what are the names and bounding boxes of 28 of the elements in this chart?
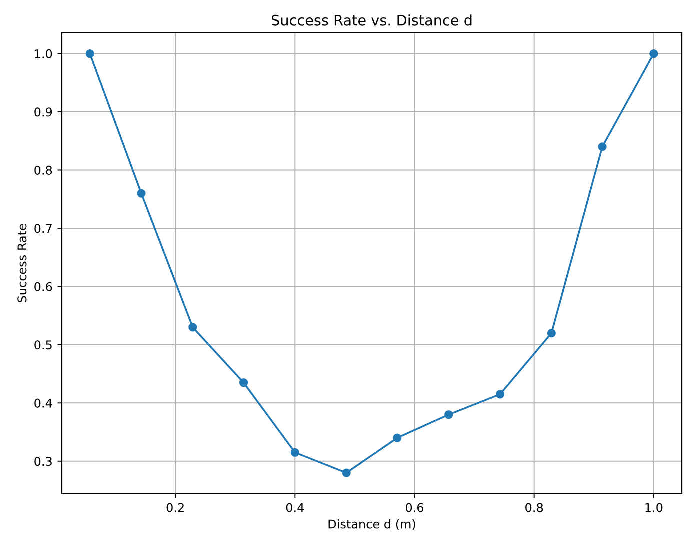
point xyxy=(188,323,198,332)
point xyxy=(496,390,505,399)
x-axis-title: Distance d (m) xyxy=(328,519,416,530)
y-tick-label: 0.5 xyxy=(34,340,52,350)
y-axis-title: Success Rate xyxy=(18,224,27,302)
y-tick-label: 0.9 xyxy=(34,108,52,117)
chart-title: Success Rate vs. Distance d xyxy=(272,14,472,26)
x-tick-label: 0.6 xyxy=(406,503,424,512)
point xyxy=(598,142,607,152)
y-tick-label: 0.3 xyxy=(34,457,52,466)
point xyxy=(137,189,146,198)
x-tick-label: 0.8 xyxy=(526,503,544,512)
point xyxy=(290,448,300,457)
x-tick-label: 1.0 xyxy=(646,503,663,512)
y-tick-label: 0.7 xyxy=(34,224,52,234)
y-tick-label: 0.4 xyxy=(34,398,52,408)
y-tick-label: 0.6 xyxy=(34,282,52,292)
point xyxy=(342,468,351,478)
y-tick-label: 1.0 xyxy=(35,49,52,59)
y-tick-label: 0.8 xyxy=(34,166,52,175)
point xyxy=(239,378,248,388)
x-tick-label: 0.2 xyxy=(166,503,184,512)
point xyxy=(86,49,94,58)
point xyxy=(547,328,556,338)
x-tick-label: 0.4 xyxy=(286,503,304,512)
point xyxy=(393,434,402,442)
point xyxy=(650,49,658,58)
point xyxy=(444,410,454,420)
